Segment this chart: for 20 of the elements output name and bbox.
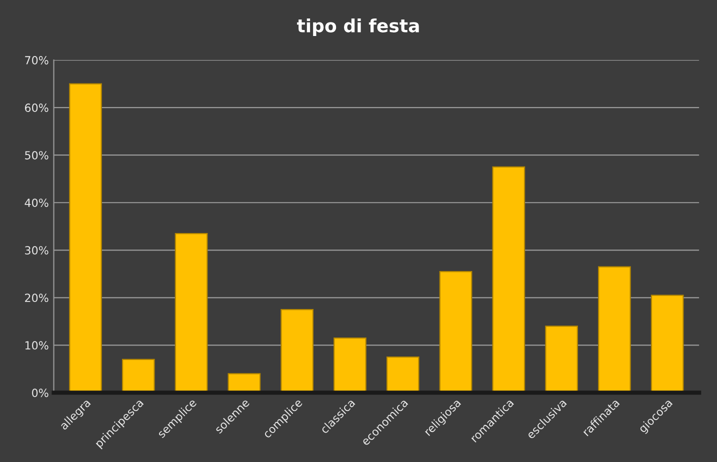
bar <box>545 326 578 393</box>
y-tick-label: 40% <box>24 198 48 207</box>
bar <box>650 294 684 393</box>
bar <box>69 83 102 393</box>
bar <box>386 356 420 393</box>
bar <box>598 266 631 393</box>
bar <box>122 358 155 393</box>
bar <box>334 337 366 393</box>
y-tick-label: 50% <box>25 151 48 160</box>
y-tick-label: 10% <box>25 341 48 350</box>
bar <box>280 308 314 393</box>
chart-title: tipo di festa <box>296 18 419 36</box>
bar <box>439 270 472 393</box>
y-tick-label: 0% <box>32 388 48 398</box>
y-tick-label: 20% <box>25 294 48 302</box>
y-tick-label: 60% <box>24 104 48 112</box>
y-tick-label: 70% <box>25 56 48 64</box>
bar <box>492 166 526 393</box>
y-tick-label: 30% <box>25 246 48 255</box>
bar <box>174 232 208 393</box>
